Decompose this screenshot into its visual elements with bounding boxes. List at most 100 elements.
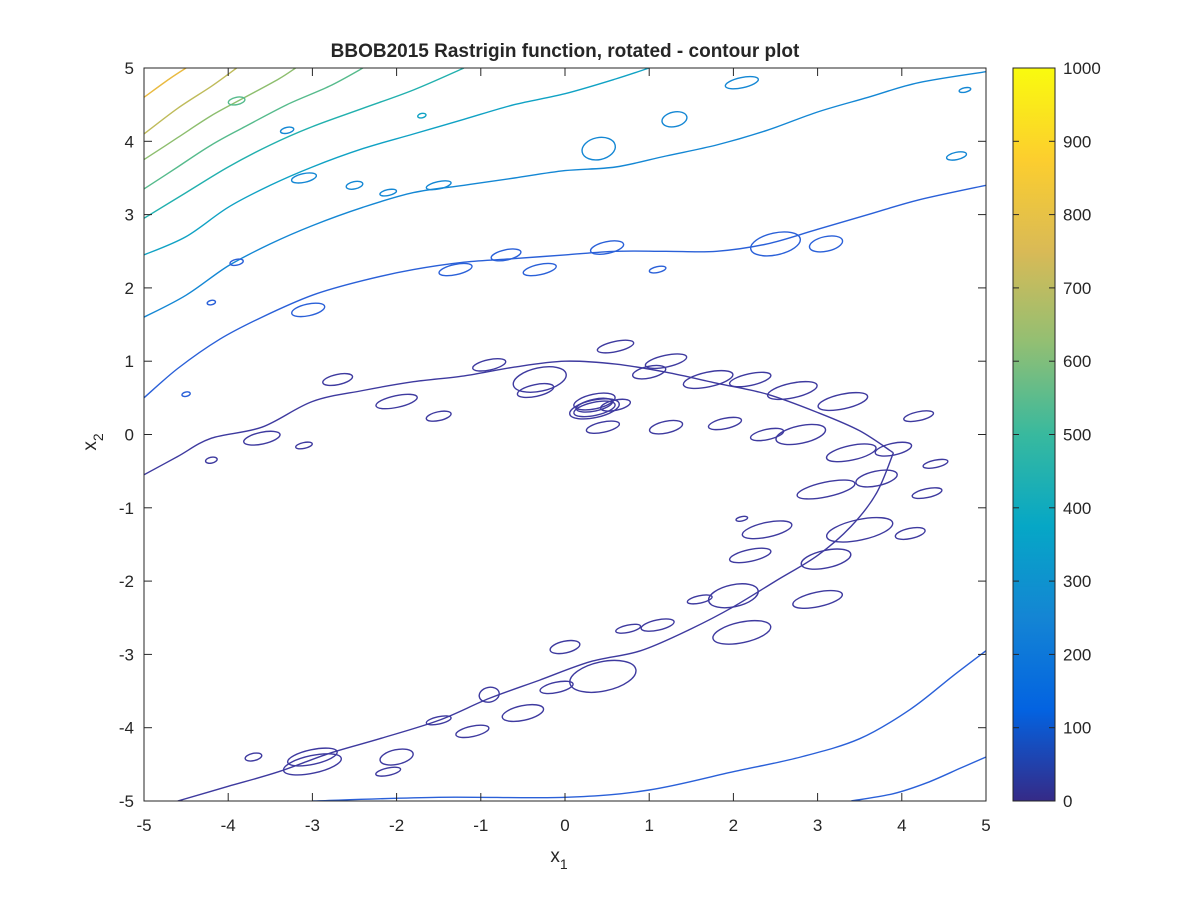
contour-island xyxy=(438,262,473,277)
contour-island xyxy=(290,172,318,184)
contour-island xyxy=(661,110,688,128)
contour-line-150 xyxy=(851,756,986,801)
contour-island xyxy=(585,420,621,434)
x-tick-label: -5 xyxy=(136,816,151,835)
contour-line-50 xyxy=(177,452,895,801)
contour-island xyxy=(648,265,667,274)
colorbar-tick-label: 600 xyxy=(1063,352,1091,371)
x-tick-label: 2 xyxy=(729,816,738,835)
contour-line-850 xyxy=(144,68,187,98)
y-tick-label: -2 xyxy=(119,572,134,591)
contour-island xyxy=(522,262,557,277)
contour-island xyxy=(766,380,818,401)
colorbar-tick-label: 800 xyxy=(1063,206,1091,225)
contour-island xyxy=(181,391,191,398)
contour-island xyxy=(379,188,398,197)
contour-island xyxy=(490,248,522,262)
x-tick-label: -1 xyxy=(473,816,488,835)
contour-island xyxy=(735,515,749,522)
x-tick-label: 3 xyxy=(813,816,822,835)
contour-island xyxy=(596,339,635,354)
contour-island xyxy=(749,231,802,257)
contour-line-150 xyxy=(144,184,986,399)
contour-island xyxy=(792,589,844,610)
contour-island xyxy=(425,715,452,726)
contour-island xyxy=(644,353,688,370)
contour-island xyxy=(817,391,869,412)
contour-island xyxy=(911,487,943,500)
y-axis-label-subscript: 2 xyxy=(90,433,106,441)
contour-lines xyxy=(144,68,986,801)
contour-island xyxy=(741,520,793,540)
y-tick-label: 2 xyxy=(125,279,134,298)
x-tick-label: -2 xyxy=(389,816,404,835)
x-tick-label: 0 xyxy=(560,816,569,835)
contour-island xyxy=(615,623,642,634)
y-tick-label: 4 xyxy=(125,132,134,151)
colorbar-tick-label: 400 xyxy=(1063,499,1091,518)
x-tick-label: -3 xyxy=(305,816,320,835)
contour-island xyxy=(775,423,827,446)
contour-island xyxy=(425,410,452,422)
x-tick-label: 5 xyxy=(981,816,990,835)
contour-island xyxy=(648,419,684,435)
y-tick-label: 0 xyxy=(125,426,134,445)
contour-island xyxy=(282,753,342,776)
y-tick-label: 5 xyxy=(125,59,134,78)
contour-line-450 xyxy=(144,68,465,219)
contour-island xyxy=(379,748,414,766)
y-tick-label: -1 xyxy=(119,499,134,518)
contour-island xyxy=(569,659,637,694)
colorbar-tick-label: 1000 xyxy=(1063,59,1101,78)
contour-island xyxy=(712,619,772,645)
contour-island xyxy=(573,400,616,418)
contour-island xyxy=(894,526,926,541)
contour-island xyxy=(573,392,616,411)
contour-island xyxy=(958,86,972,94)
colorbar-tick-label: 200 xyxy=(1063,645,1091,664)
contour-island xyxy=(417,112,427,119)
colorbar-tick-label: 100 xyxy=(1063,719,1091,738)
colorbar-tick-label: 700 xyxy=(1063,279,1091,298)
contour-island xyxy=(295,441,313,450)
contour-island xyxy=(724,75,760,90)
contour-island xyxy=(204,456,218,464)
contour-line-350 xyxy=(144,68,650,256)
contour-island xyxy=(206,299,217,306)
contour-island xyxy=(244,752,263,762)
y-axis-ticks: -5 -4 -3 -2 -1 0 1 2 3 4 5 xyxy=(119,59,986,811)
contour-island xyxy=(575,397,614,413)
contour-island xyxy=(539,680,574,695)
contour-line-650 xyxy=(144,68,296,161)
y-tick-label: 1 xyxy=(125,352,134,371)
contour-island xyxy=(322,372,354,387)
contour-island xyxy=(728,547,772,564)
y-tick-label: -4 xyxy=(119,719,134,738)
x-tick-label: -4 xyxy=(221,816,236,835)
contour-island xyxy=(800,548,852,570)
colorbar-tick-label: 300 xyxy=(1063,572,1091,591)
contour-island xyxy=(874,441,913,457)
y-tick-label: -5 xyxy=(119,792,134,811)
x-axis-ticks: -5 -4 -3 -2 -1 0 1 2 3 4 5 xyxy=(136,68,991,835)
x-tick-label: 1 xyxy=(644,816,653,835)
x-axis-label-subscript: 1 xyxy=(560,856,568,872)
contour-island xyxy=(512,366,567,393)
contour-island xyxy=(472,358,507,372)
chart-title: BBOB2015 Rastrigin function, rotated - c… xyxy=(331,41,800,62)
colorbar-tick-label: 900 xyxy=(1063,132,1091,151)
contour-island xyxy=(286,747,338,767)
contour-island xyxy=(682,369,734,390)
contour-island xyxy=(589,240,625,256)
contour-island xyxy=(922,458,949,469)
contour-island xyxy=(279,126,295,135)
contour-line-150 xyxy=(312,650,986,801)
contour-island xyxy=(227,96,246,106)
y-tick-label: -3 xyxy=(119,645,134,664)
contour-island xyxy=(243,430,281,446)
contour-island xyxy=(825,516,894,543)
contour-island xyxy=(903,410,935,423)
colorbar-tick-label: 500 xyxy=(1063,426,1091,445)
contour-island xyxy=(599,398,632,412)
